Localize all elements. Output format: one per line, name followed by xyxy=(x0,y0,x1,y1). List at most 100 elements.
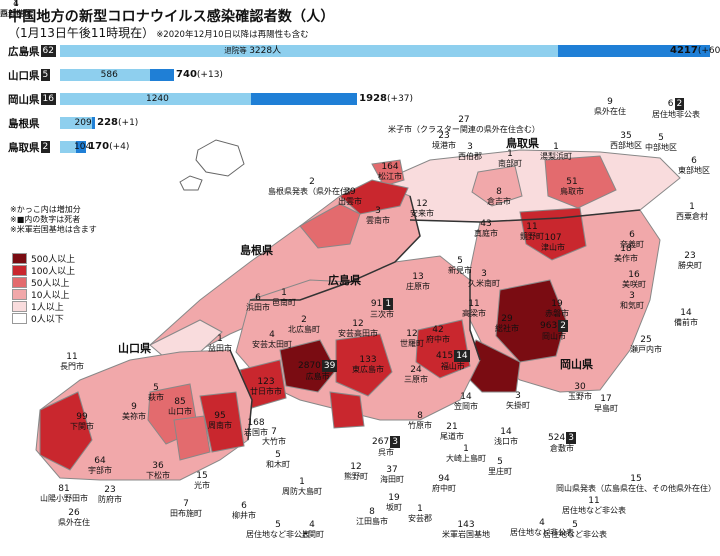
city-count-value: 14 xyxy=(500,427,512,437)
city-label: 81 山陽小野田市 xyxy=(40,484,88,504)
city-name: 江田島市 xyxy=(356,517,388,526)
city-label: 143 米軍岩国基地 xyxy=(442,521,490,540)
city-count-value: 12 xyxy=(350,462,362,472)
city-count-value: 13 xyxy=(412,272,424,282)
city-name: 湯梨浜町 xyxy=(540,152,572,161)
city-count: 12 xyxy=(410,200,434,209)
city-count: 42 xyxy=(426,326,450,335)
city-name: 東部地区 xyxy=(678,166,710,175)
city-name: 津山市 xyxy=(541,243,565,252)
city-name: 福山市 xyxy=(440,362,465,371)
city-label: 6 東部地区 xyxy=(678,157,710,176)
city-count: 1 xyxy=(446,445,486,454)
city-count: 2 xyxy=(288,316,320,325)
yonago xyxy=(371,159,405,187)
city-label: 8 江田島市 xyxy=(356,508,388,527)
city-count-value: 4 xyxy=(539,518,545,528)
bar-total: 170(+4) xyxy=(88,140,129,154)
city-name: 米子市（クラスター関連の県外在住含む） xyxy=(388,125,540,134)
shimonoseki xyxy=(39,391,93,471)
city-name: 上関町 xyxy=(300,530,324,539)
city-label: 1 益田市 xyxy=(208,335,232,354)
city-count-value: 1 xyxy=(299,477,305,487)
city-count-value: 26 xyxy=(68,508,80,518)
city-name: 大崎上島町 xyxy=(446,454,486,463)
city-count-value: 91 xyxy=(370,299,383,309)
tottori-city xyxy=(544,155,617,209)
city-name: 三次市 xyxy=(370,310,394,319)
city-count-value: 81 xyxy=(58,484,70,494)
city-count-value: 5 xyxy=(658,133,664,143)
city-count: 85 xyxy=(168,398,192,407)
city-label: 29 総社市 xyxy=(495,315,519,334)
region-yamaguchi: 山口県 xyxy=(118,342,151,355)
city-label: 35 西部地区 xyxy=(610,132,642,151)
bar-base-segment xyxy=(60,69,151,81)
city-label: 5 里庄町 xyxy=(488,458,512,477)
city-count: 8 xyxy=(408,412,432,421)
city-name: 米軍岩国基地 xyxy=(442,530,490,539)
bar-base-number: 586 xyxy=(100,70,118,80)
city-count-value: 8 xyxy=(417,411,423,421)
city-deaths-badge: 2 xyxy=(674,98,685,110)
bar-base-note: 退院等 xyxy=(224,46,250,55)
city-name: 境港市 xyxy=(432,141,456,150)
bar-base-number: 104 xyxy=(74,142,92,152)
city-name: 新見市 xyxy=(448,266,472,275)
city-count-value: 11 xyxy=(468,299,480,309)
city-label: 133 東広島市 xyxy=(352,356,384,375)
city-label: 25 瀬戸内市 xyxy=(630,336,662,355)
legend-label: 10人以上 xyxy=(31,291,70,301)
city-label: 14 笠岡市 xyxy=(454,393,478,412)
city-label: 5 居住地など非公表 xyxy=(246,521,310,540)
city-name: 岡山市 xyxy=(541,332,566,341)
city-count-value: 267 xyxy=(372,437,390,447)
city-label: 6 2 居住地非公表 xyxy=(652,98,700,119)
city-count: 27 xyxy=(388,116,540,125)
city-count: 123 xyxy=(250,378,282,387)
bar-base-value: 209 xyxy=(75,116,92,130)
kurayoshi xyxy=(471,165,523,207)
bar-increase: (+4) xyxy=(109,142,130,152)
city-label: 24 三原市 xyxy=(404,366,428,385)
city-count-value: 164 xyxy=(381,162,399,172)
city-name: 県外在住 xyxy=(0,9,32,18)
bar-active-segment xyxy=(557,45,710,57)
city-name: 西伯郡 xyxy=(458,152,482,161)
city-count-value: 6 xyxy=(629,230,635,240)
city-name: 居住地非公表 xyxy=(652,110,700,119)
city-name: 真庭市 xyxy=(474,229,498,238)
city-count-value: 5 xyxy=(457,256,463,266)
city-name: 萩市 xyxy=(148,393,164,402)
legend-swatch xyxy=(12,277,27,288)
city-count: 36 xyxy=(146,462,170,471)
city-label: 12 安芸高田市 xyxy=(338,320,378,339)
city-label: 17 早島町 xyxy=(594,395,618,414)
city-count: 1 xyxy=(676,203,708,212)
city-name: 山陽小野田市 xyxy=(40,494,88,503)
legend: 500人以上 100人以上 50人以上 10人以上 1人以上 0人以下 xyxy=(12,253,75,325)
city-name: 鏡野町 xyxy=(520,232,544,241)
page-title: 中国地方の新型コロナウイルス感染確認者数（人） xyxy=(8,9,335,25)
city-count: 51 xyxy=(560,178,584,187)
city-count: 64 xyxy=(88,457,112,466)
city-count-value: 5 xyxy=(275,520,281,530)
city-count: 23 xyxy=(432,132,456,141)
city-name: 宇部市 xyxy=(88,466,112,475)
city-count: 6 xyxy=(620,231,644,240)
city-label: 11 居住地など非公表 xyxy=(562,497,626,516)
city-count-value: 168 xyxy=(247,418,265,428)
city-name: 居住地など非公表 xyxy=(562,506,626,515)
okayama-city xyxy=(495,279,567,363)
legend-label: 1人以上 xyxy=(31,303,64,313)
city-count: 5 xyxy=(543,521,607,530)
bar-increase: (+1) xyxy=(118,118,139,128)
bar-base-number: 209 xyxy=(74,118,92,128)
city-count-value: 99 xyxy=(76,412,88,422)
city-count: 5 xyxy=(246,521,310,530)
legend-item: 0人以下 xyxy=(12,313,75,325)
city-label: 37 海田町 xyxy=(380,466,404,485)
city-count: 164 xyxy=(378,163,402,172)
